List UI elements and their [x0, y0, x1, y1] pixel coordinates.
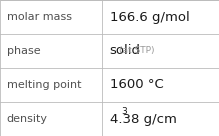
Text: 166.6 g/mol: 166.6 g/mol — [110, 10, 189, 24]
Text: 4.38 g/cm: 4.38 g/cm — [110, 112, 176, 126]
Text: (at STP): (at STP) — [119, 47, 155, 55]
Text: 1600 °C: 1600 °C — [110, 78, 163, 92]
Text: molar mass: molar mass — [7, 12, 72, 22]
Text: phase: phase — [7, 46, 40, 56]
Text: 3: 3 — [122, 107, 127, 116]
Text: melting point: melting point — [7, 80, 81, 90]
Text: density: density — [7, 114, 48, 124]
Text: solid: solid — [110, 44, 141, 58]
